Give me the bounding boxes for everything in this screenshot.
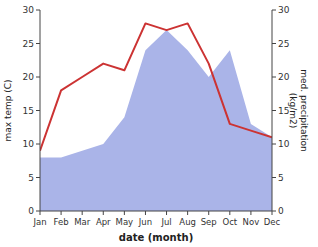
y2-tick: [272, 77, 276, 78]
x-tick: [250, 211, 251, 215]
y2-tick: [272, 211, 276, 212]
y-tick: [36, 144, 40, 145]
y2-tick: [272, 177, 276, 178]
x-tick: [61, 211, 62, 215]
x-tick-label: Feb: [54, 217, 69, 227]
x-tick-label: Oct: [222, 217, 237, 227]
x-tick: [103, 211, 104, 215]
y-tick: [36, 43, 40, 44]
data-line: [40, 23, 272, 150]
y2-tick: [272, 144, 276, 145]
chart-svg: 0 5 10 15 20 25 30 0 5 10 15 20 25 30 Jan Feb Mar Apr May J…: [0, 0, 318, 247]
y2-axis-label-line: med. precipitation: [299, 69, 309, 151]
y-tick-label: 10: [23, 139, 35, 149]
y2-tick-label: 5: [278, 173, 284, 183]
y-tick: [36, 77, 40, 78]
plot-area: [40, 23, 272, 211]
y-tick-label: 20: [23, 72, 35, 82]
y2-tick: [272, 10, 276, 11]
x-tick-label: Mar: [74, 217, 91, 227]
y2-tick: [272, 43, 276, 44]
x-tick: [272, 211, 273, 215]
x-tick-label: Dec: [264, 217, 281, 227]
y2-tick-label: 10: [278, 139, 290, 149]
x-tick-label: May: [116, 217, 134, 227]
x-tick: [145, 211, 146, 215]
y-tick-label: 15: [23, 106, 34, 116]
y2-tick-label: 20: [278, 72, 290, 82]
y2-tick-label: 15: [278, 106, 289, 116]
y-tick-label: 0: [28, 206, 34, 216]
x-tick-label: Jul: [160, 217, 171, 227]
precip-area: [40, 30, 272, 211]
y-tick: [36, 211, 40, 212]
y-tick: [36, 10, 40, 11]
chart-container: 0 5 10 15 20 25 30 0 5 10 15 20 25 30 Jan Feb Mar Apr May J…: [0, 0, 318, 247]
x-tick-label: Aug: [179, 217, 196, 227]
x-tick-label: Jun: [138, 217, 152, 227]
y-axis-label: max temp (C): [3, 79, 13, 141]
x-tick: [40, 211, 41, 215]
x-tick: [124, 211, 125, 215]
y-tick-label: 5: [28, 173, 34, 183]
y2-tick: [272, 110, 276, 111]
y2-tick-label: 0: [278, 206, 284, 216]
x-tick: [208, 211, 209, 215]
x-tick-label: Nov: [243, 217, 260, 227]
x-tick: [166, 211, 167, 215]
y2-tick-label: 25: [278, 39, 289, 49]
y2-axis-label: med. precipitation(kg/m2): [288, 69, 309, 151]
x-tick: [82, 211, 83, 215]
y2-tick-label: 30: [278, 5, 290, 15]
x-tick-label: Sep: [201, 217, 217, 227]
x-axis-label: date (month): [119, 232, 193, 243]
y-tick: [36, 177, 40, 178]
x-tick: [229, 211, 230, 215]
x-tick-label: Apr: [96, 217, 111, 227]
y-tick: [36, 110, 40, 111]
y-tick-label: 30: [23, 5, 35, 15]
y-tick-label: 25: [23, 39, 34, 49]
x-tick-label: Jan: [32, 217, 46, 227]
x-axis-line: [40, 211, 272, 212]
x-tick: [187, 211, 188, 215]
y2-axis-label-line: (kg/m2): [288, 93, 298, 128]
